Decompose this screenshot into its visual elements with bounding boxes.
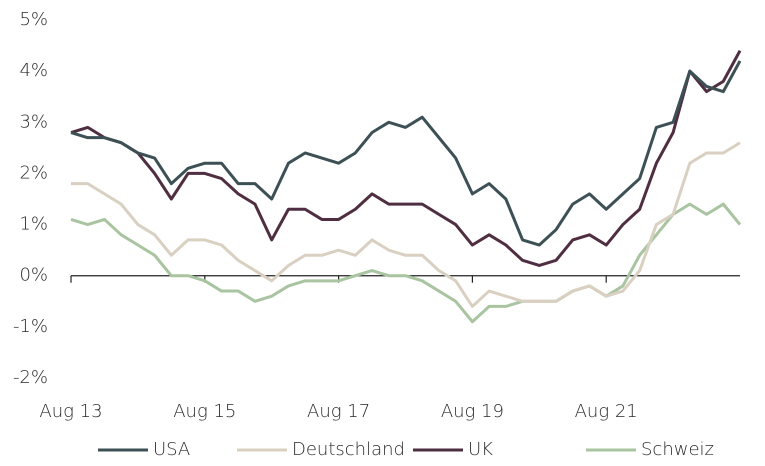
y-tick-label: 2% [19,162,48,183]
x-tick-label: Aug 19 [441,401,504,422]
y-tick-label: 3% [19,111,48,132]
series-line [70,49,742,267]
x-tick-label: Aug 17 [307,401,370,422]
legend-label: UK [468,439,493,460]
y-tick-label: -2% [13,367,48,388]
y-tick-label: 5% [19,9,48,30]
legend-label: USA [153,439,190,460]
legend-label: Schweiz [641,439,714,460]
y-tick-label: 0% [19,265,48,286]
x-tick-label: Aug 13 [39,401,102,422]
x-tick-label: Aug 15 [173,401,236,422]
x-tick-label: Aug 21 [575,401,638,422]
y-tick-label: 1% [19,214,48,235]
y-tick-label: 4% [19,60,48,81]
series-line [71,141,741,308]
y-tick-label: -1% [13,316,48,337]
legend-label: Deutschland [292,439,405,460]
series-line [70,202,742,324]
series-line [70,60,742,247]
